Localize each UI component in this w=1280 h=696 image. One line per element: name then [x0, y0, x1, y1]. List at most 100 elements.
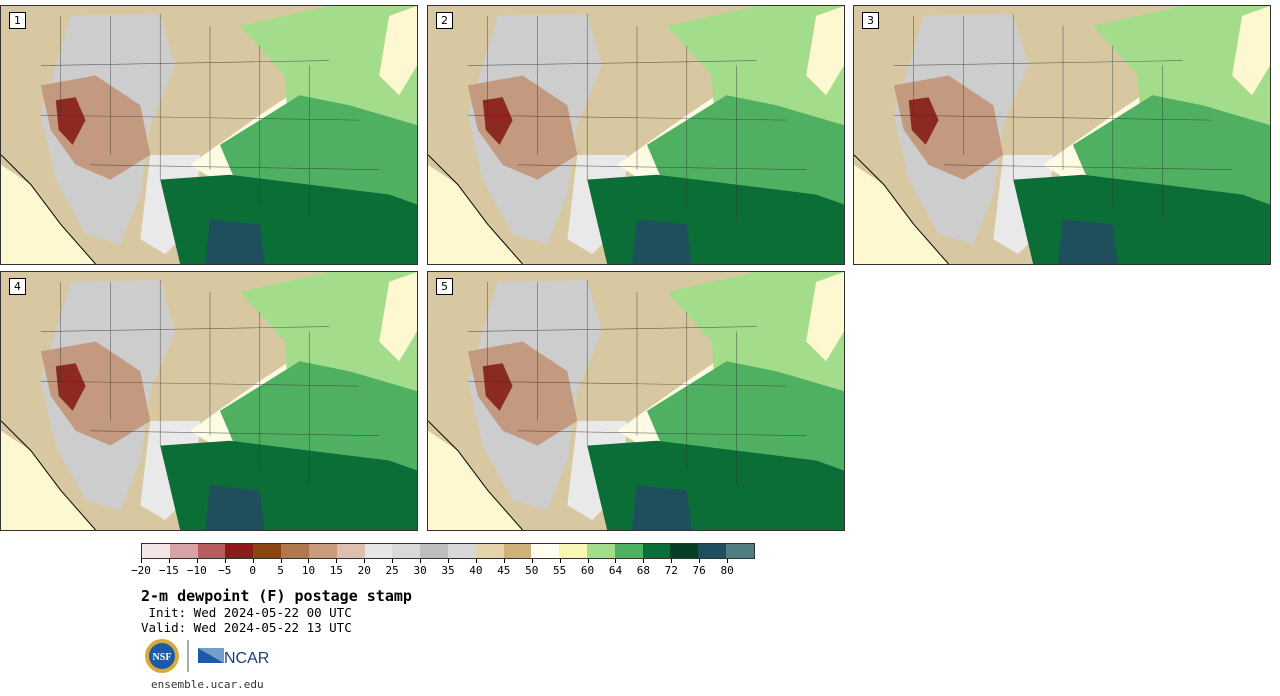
init-time: Init: Wed 2024-05-22 00 UTC — [141, 605, 352, 620]
colorbar-ticks: −20 −15 −10 −5 0 5 10 15 20 25 30 35 40 45 50 55 60 64 68 7… — [131, 559, 755, 583]
nsf-logo: NSF — [145, 639, 179, 673]
west-coastline — [1, 154, 96, 264]
colorbar-tick-label: 30 — [413, 564, 427, 577]
state-border — [90, 430, 380, 437]
logos: NSF NCAR — [145, 639, 269, 673]
colorbar-swatch — [587, 544, 615, 558]
colorbar-swatch — [281, 544, 309, 558]
map-panel[interactable]: 1 — [0, 5, 418, 265]
atlantic-ocean — [379, 272, 417, 362]
colorbar-swatch — [503, 544, 532, 558]
pacific-ocean — [854, 164, 949, 264]
colorbar — [141, 543, 755, 559]
colorbar-tick-label: 72 — [664, 564, 678, 577]
state-borders — [40, 279, 380, 486]
colorbar-swatch — [169, 544, 198, 558]
colorbar-tick-label: 80 — [720, 564, 734, 577]
state-borders — [40, 13, 380, 220]
gulf-of-mexico — [205, 219, 265, 264]
state-border — [40, 326, 330, 332]
state-border — [467, 326, 757, 332]
map-panel[interactable]: 3 — [853, 5, 1271, 265]
colorbar-swatch — [253, 544, 282, 558]
colorbar-tick — [448, 559, 449, 563]
colorbar-swatch — [531, 544, 560, 558]
atlantic-ocean — [1232, 6, 1270, 96]
colorbar-tick-label: 25 — [385, 564, 399, 577]
ncar-logo: NCAR — [198, 648, 269, 667]
colorbar-tick-label: 60 — [580, 564, 595, 577]
colorbar-tick-label: 10 — [301, 564, 316, 577]
colorbar-tick-label: 45 — [497, 564, 511, 577]
state-border — [517, 430, 807, 437]
colorbar-tick — [196, 559, 198, 563]
colorbar-swatch — [614, 544, 643, 558]
colorbar-tick — [531, 559, 533, 563]
site-url[interactable]: ensemble.ucar.edu — [151, 678, 264, 691]
colorbar-tick-label: −10 — [186, 564, 207, 577]
colorbar-tick-label: −20 — [131, 564, 151, 577]
state-borders — [467, 279, 807, 486]
colorbar-swatch — [559, 544, 587, 558]
colorbar-tick-label: 55 — [553, 564, 567, 577]
colorbar-tick — [280, 559, 282, 563]
state-border — [467, 380, 787, 387]
colorbar-tick-label: 15 — [329, 564, 343, 577]
colorbar-swatch — [698, 544, 727, 558]
colorbar-tick-label: 68 — [636, 564, 650, 577]
colorbar-swatch — [447, 544, 476, 558]
dewpoint-map — [854, 6, 1270, 264]
colorbar-tick-label: 0 — [249, 564, 256, 577]
very-dry-core — [482, 363, 513, 411]
west-coastline — [428, 154, 523, 264]
ncar-logo-text: NCAR — [224, 650, 269, 667]
colorbar-tick-label: 76 — [692, 564, 706, 577]
colorbar-tick — [420, 559, 422, 563]
atlantic-ocean — [806, 6, 844, 96]
colorbar-swatch — [308, 544, 337, 558]
colorbar-swatch — [225, 544, 254, 558]
pacific-ocean — [428, 430, 523, 530]
colorbar-tick — [364, 559, 366, 563]
state-border — [467, 114, 787, 121]
state-border — [90, 164, 380, 171]
panel-number: 3 — [862, 12, 879, 29]
gulf-of-mexico — [632, 485, 692, 530]
very-dry-core — [908, 97, 939, 145]
colorbar-swatch — [336, 544, 365, 558]
atlantic-ocean — [379, 6, 417, 96]
colorbar-tick — [308, 559, 310, 563]
state-border — [893, 114, 1213, 121]
pacific-ocean — [428, 164, 523, 264]
colorbar-tick-label: 20 — [357, 564, 371, 577]
atlantic-ocean — [806, 272, 844, 362]
colorbar-tick — [559, 559, 561, 563]
colorbar-tick — [224, 559, 226, 563]
colorbar-tick-label: 35 — [441, 564, 455, 577]
colorbar-tick-label: −15 — [158, 564, 179, 577]
very-dry-core — [55, 363, 86, 411]
colorbar-tick — [141, 559, 142, 563]
colorbar-tick-label: 50 — [525, 564, 539, 577]
state-border — [40, 380, 360, 387]
state-border — [467, 60, 757, 66]
map-panel[interactable]: 5 — [427, 271, 845, 531]
west-coastline — [1, 420, 96, 530]
state-border — [40, 60, 330, 66]
panel-number: 2 — [436, 12, 453, 29]
map-panel[interactable]: 2 — [427, 5, 845, 265]
state-border — [40, 114, 360, 121]
panel-number: 1 — [9, 12, 26, 29]
colorbar-tick — [252, 559, 254, 563]
very-dry-core — [55, 97, 86, 145]
dewpoint-map — [1, 6, 417, 264]
colorbar-swatch — [642, 544, 671, 558]
colorbar-tick — [587, 559, 589, 563]
map-panel[interactable]: 4 — [0, 271, 418, 531]
colorbar-tick — [336, 559, 338, 563]
state-border — [943, 164, 1233, 171]
figure-title: 2-m dewpoint (F) postage stamp — [141, 587, 412, 605]
colorbar-tick — [671, 559, 673, 563]
colorbar-tick — [168, 559, 170, 563]
colorbar-tick-label: 5 — [277, 564, 284, 577]
